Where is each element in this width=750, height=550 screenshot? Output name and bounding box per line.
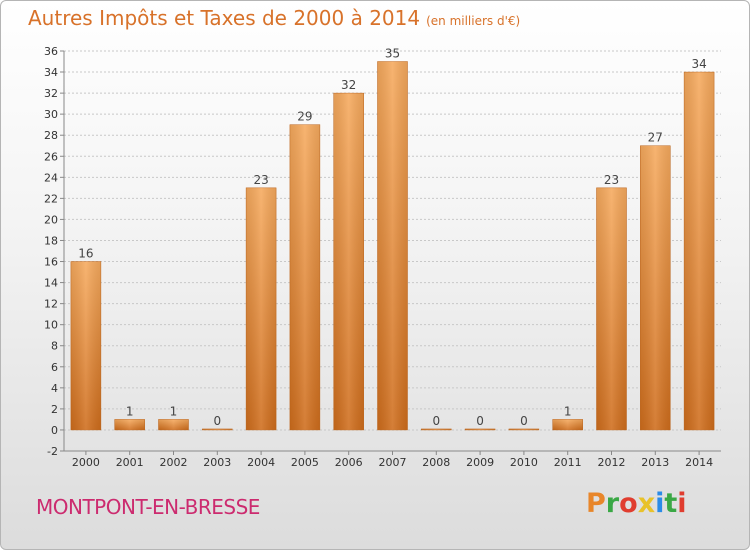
x-tick-label: 2002 <box>160 456 188 469</box>
bar-shade <box>333 93 364 430</box>
x-tick-label: 2011 <box>554 456 582 469</box>
data-label: 35 <box>385 47 400 61</box>
bar-shade <box>70 261 101 430</box>
data-label: 0 <box>520 414 528 428</box>
y-tick-label: 26 <box>44 150 58 163</box>
y-tick-label: 22 <box>44 192 58 205</box>
x-tick-label: 2010 <box>510 456 538 469</box>
y-tick-label: 10 <box>44 319 58 332</box>
logo-letter: x <box>637 488 656 519</box>
bar-shade <box>158 419 189 430</box>
bar-shade <box>465 428 496 430</box>
logo-letter: t <box>664 488 678 519</box>
bar-shade <box>552 419 583 430</box>
y-tick-label: 20 <box>44 213 58 226</box>
x-tick-label: 2001 <box>116 456 144 469</box>
y-tick-label: 0 <box>51 424 58 437</box>
y-tick-label: 32 <box>44 87 58 100</box>
x-tick-label: 2004 <box>247 456 275 469</box>
y-tick-label: 28 <box>44 129 58 142</box>
x-tick-label: 2012 <box>598 456 626 469</box>
y-tick-label: 14 <box>44 277 58 290</box>
bar-shade <box>640 145 671 430</box>
bar-shade <box>596 187 627 430</box>
bar-shade <box>421 428 452 430</box>
logo-letter: i <box>655 488 665 519</box>
logo-letter: o <box>619 488 638 519</box>
x-tick-label: 2003 <box>203 456 231 469</box>
y-tick-label: 24 <box>44 171 58 184</box>
y-tick-label: 12 <box>44 298 58 311</box>
x-tick-label: 2007 <box>379 456 407 469</box>
data-label: 29 <box>297 110 312 124</box>
logo-letter: r <box>605 488 620 519</box>
bar-shade <box>684 72 715 430</box>
data-label: 1 <box>126 404 134 418</box>
y-tick-label: 16 <box>44 256 58 269</box>
x-tick-label: 2014 <box>685 456 713 469</box>
bar-shade <box>202 428 233 430</box>
data-label: 16 <box>78 247 93 261</box>
logo-letter: i <box>677 488 687 519</box>
y-tick-label: 30 <box>44 108 58 121</box>
y-tick-label: 2 <box>51 403 58 416</box>
data-label: 0 <box>213 414 221 428</box>
chart-title: Autres Impôts et Taxes de 2000 à 2014 (en… <box>28 6 520 30</box>
x-tick-label: 2008 <box>422 456 450 469</box>
data-label: 23 <box>604 173 619 187</box>
y-tick-label: 6 <box>51 361 58 374</box>
bar-shade <box>246 187 277 430</box>
x-tick-label: 2009 <box>466 456 494 469</box>
data-label: 27 <box>648 131 663 145</box>
x-tick-label: 2013 <box>641 456 669 469</box>
x-tick-label: 2006 <box>335 456 363 469</box>
bar-shade <box>114 419 145 430</box>
data-label: 0 <box>432 414 440 428</box>
data-label: 32 <box>341 78 356 92</box>
y-tick-label: 34 <box>44 66 58 79</box>
x-tick-label: 2000 <box>72 456 100 469</box>
data-label: 1 <box>170 404 178 418</box>
y-tick-label: 4 <box>51 382 58 395</box>
proxiti-logo: Proxiti <box>586 488 687 519</box>
bar-shade <box>508 428 539 430</box>
logo-letter: P <box>586 488 606 519</box>
y-tick-label: 36 <box>44 45 58 58</box>
data-label: 34 <box>691 57 706 71</box>
chart-title-text: Autres Impôts et Taxes de 2000 à 2014 <box>28 6 421 30</box>
x-tick-label: 2005 <box>291 456 319 469</box>
data-label: 23 <box>253 173 268 187</box>
chart-unit: (en milliers d'€) <box>426 14 521 28</box>
bar-shade <box>377 61 408 430</box>
data-label: 0 <box>476 414 484 428</box>
commune-name: MONTPONT-EN-BRESSE <box>36 495 260 519</box>
y-tick-label: 18 <box>44 234 58 247</box>
y-tick-label: -2 <box>47 445 58 458</box>
bar-shade <box>289 124 320 430</box>
y-tick-label: 8 <box>51 340 58 353</box>
data-label: 1 <box>564 404 572 418</box>
